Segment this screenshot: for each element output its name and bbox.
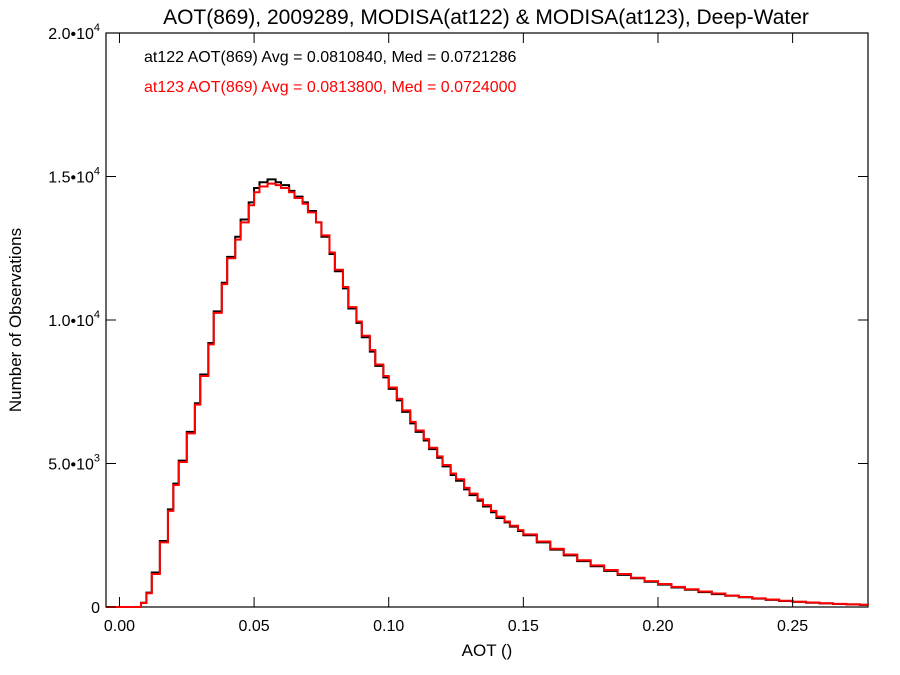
x-tick-label-1: 0.05 (239, 618, 270, 635)
x-tick-label-5: 0.25 (777, 618, 808, 635)
legend: at122 AOT(869) Avg = 0.0810840, Med = 0.… (144, 49, 517, 96)
ticks-layer: 0.00 0.05 0.10 0.15 0.20 0.25 0 5.0•103 1.0•104 1… (48, 22, 868, 635)
x-axis-label: AOT () (462, 641, 513, 660)
y-tick-label-3: 1.5•104 (48, 166, 100, 187)
series-line-at123 (106, 182, 869, 608)
series-layer (106, 178, 869, 608)
y-tick-label-4: 2.0•104 (48, 22, 100, 43)
x-tick-label-2: 0.10 (373, 618, 404, 635)
y-axis-label: Number of Observations (6, 228, 25, 412)
legend-entry-at123: at123 AOT(869) Avg = 0.0813800, Med = 0.… (144, 79, 517, 96)
x-tick-label-3: 0.15 (508, 618, 539, 635)
y-tick-label-0: 0 (91, 600, 100, 617)
y-tick-label-1: 5.0•103 (48, 453, 100, 474)
plot-area: 0.00 0.05 0.10 0.15 0.20 0.25 0 5.0•103 1.0•104 1… (48, 22, 869, 635)
legend-entry-at122: at122 AOT(869) Avg = 0.0810840, Med = 0.… (144, 49, 517, 66)
chart-title: AOT(869), 2009289, MODISA(at122) & MODIS… (163, 6, 809, 29)
y-tick-label-2: 1.0•104 (48, 309, 100, 330)
x-tick-label-4: 0.20 (642, 618, 673, 635)
x-tick-label-0: 0.00 (104, 618, 135, 635)
